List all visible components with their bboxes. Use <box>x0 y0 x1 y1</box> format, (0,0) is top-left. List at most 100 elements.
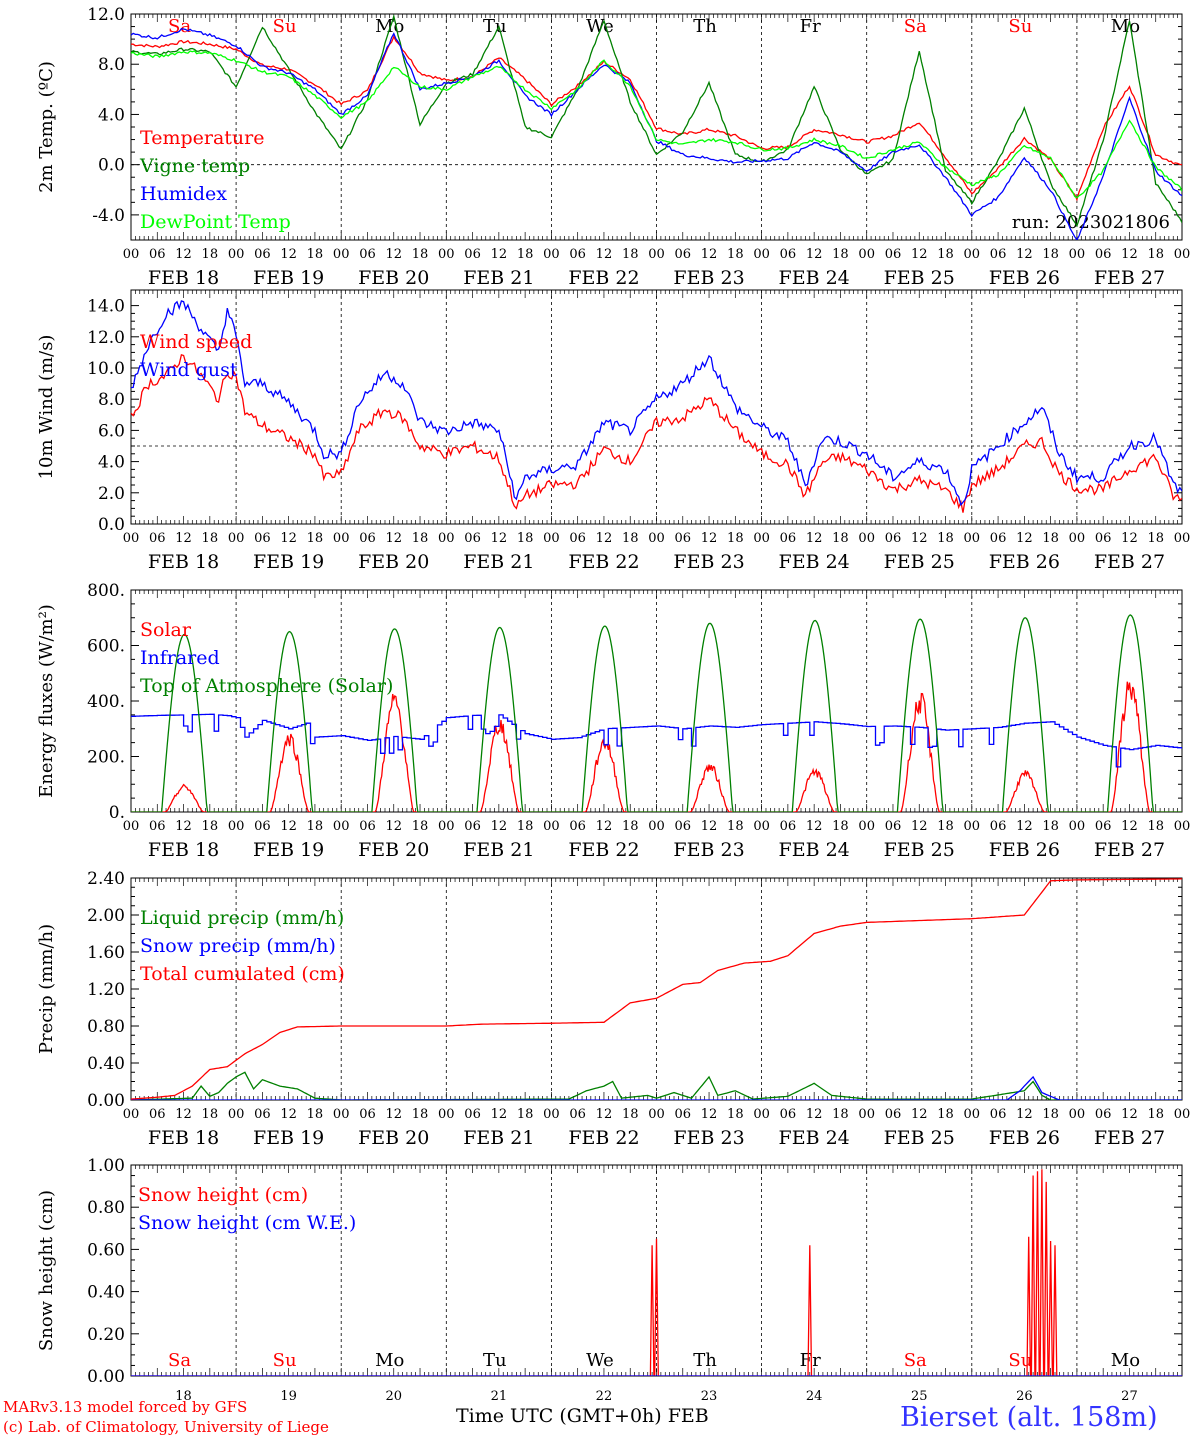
date-label: FEB 26 <box>989 267 1060 289</box>
hour-label: 00 <box>333 247 350 262</box>
legend-entry: Snow height (cm W.E.) <box>138 1212 356 1234</box>
hour-label: 00 <box>228 247 245 262</box>
date-label: FEB 18 <box>148 839 219 861</box>
hour-label: 18 <box>622 247 639 262</box>
hour-label: 06 <box>990 819 1007 834</box>
hour-label: 18 <box>307 1107 324 1122</box>
y-tick-label: 4.0 <box>98 105 125 125</box>
hour-label: 06 <box>464 531 481 546</box>
y-tick-label: 0.00 <box>87 1091 125 1111</box>
panel-4: 0.00 0.40 0.80 1.20 1.60 2.00 2.40 Precip (mm/h… <box>36 869 1190 1149</box>
hour-label: 06 <box>780 1107 797 1122</box>
hour-label: 18 <box>727 247 744 262</box>
date-label: FEB 25 <box>884 267 955 289</box>
hour-label: 00 <box>1069 1107 1086 1122</box>
date-label: FEB 21 <box>463 551 534 573</box>
date-label: FEB 25 <box>884 551 955 573</box>
date-label: FEB 19 <box>253 551 324 573</box>
hour-label: 12 <box>491 819 508 834</box>
run-label: run: 2023021806 <box>1012 212 1170 233</box>
hour-label: 06 <box>780 247 797 262</box>
time-axis-label: Time UTC (GMT+0h) FEB <box>456 1405 709 1427</box>
hour-label: 18 <box>937 819 954 834</box>
hour-label: 12 <box>175 247 192 262</box>
weekday-label: Su <box>1008 1350 1032 1371</box>
hour-label: 06 <box>1095 1107 1112 1122</box>
plot-area <box>131 300 1182 513</box>
hour-label: 06 <box>569 531 586 546</box>
series-line-0 <box>131 353 1182 513</box>
legend-entry: Vigne temp <box>139 155 250 177</box>
day-number-label: 24 <box>806 1389 823 1404</box>
plot-area <box>131 14 1182 240</box>
hour-label: 12 <box>701 247 718 262</box>
hour-label: 18 <box>832 531 849 546</box>
hour-label: 18 <box>307 531 324 546</box>
date-label: FEB 26 <box>989 839 1060 861</box>
hour-label: 18 <box>412 819 429 834</box>
hour-label: 18 <box>937 247 954 262</box>
hour-label: 12 <box>491 531 508 546</box>
date-label: FEB 19 <box>253 267 324 289</box>
weekday-label: Sa <box>904 1350 927 1371</box>
hour-label: 18 <box>412 531 429 546</box>
y-tick-label: 0.40 <box>87 1054 125 1074</box>
hour-label: 00 <box>964 1107 981 1122</box>
hour-label: 00 <box>648 531 665 546</box>
y-tick-label: -4.0 <box>92 206 125 226</box>
y-tick-label: 0.80 <box>87 1198 125 1218</box>
hour-label: 06 <box>675 247 692 262</box>
y-tick-label: 4.0 <box>98 453 125 473</box>
date-label: FEB 21 <box>463 267 534 289</box>
hour-label: 00 <box>543 1107 560 1122</box>
hour-label: 00 <box>753 247 770 262</box>
hour-label: 12 <box>491 1107 508 1122</box>
date-label: FEB 19 <box>253 1127 324 1149</box>
date-label: FEB 25 <box>884 1127 955 1149</box>
hour-label: 00 <box>1174 1107 1191 1122</box>
hour-label: 18 <box>517 1107 534 1122</box>
hour-label: 12 <box>1121 247 1138 262</box>
hour-label: 00 <box>543 247 560 262</box>
day-number-label: 27 <box>1121 1389 1138 1404</box>
hour-label: 06 <box>1095 531 1112 546</box>
y-tick-label: 1.20 <box>87 980 125 1000</box>
hour-label: 12 <box>175 1107 192 1122</box>
hour-label: 06 <box>885 819 902 834</box>
hour-label: 18 <box>1042 531 1059 546</box>
hour-label: 06 <box>885 1107 902 1122</box>
date-label: FEB 18 <box>148 1127 219 1149</box>
hour-label: 12 <box>175 531 192 546</box>
hour-label: 06 <box>359 531 376 546</box>
legend-entry: Wind speed <box>140 331 252 353</box>
series-line-1 <box>131 14 1182 228</box>
y-tick-label: 0.0 <box>98 156 125 176</box>
hour-label: 00 <box>964 531 981 546</box>
hour-label: 18 <box>517 819 534 834</box>
hour-label: 00 <box>753 819 770 834</box>
hour-label: 12 <box>1121 531 1138 546</box>
y-axis-title: Energy fluxes (W/m²) <box>36 604 57 798</box>
hour-label: 00 <box>1174 247 1191 262</box>
hour-label: 18 <box>517 247 534 262</box>
plot-area <box>131 1169 1182 1376</box>
weekday-label: Mo <box>375 16 404 37</box>
hour-label: 00 <box>438 1107 455 1122</box>
hour-label: 18 <box>412 1107 429 1122</box>
hour-label: 12 <box>596 819 613 834</box>
y-tick-label: 0.00 <box>87 1367 125 1387</box>
y-tick-label: 2.40 <box>87 869 125 889</box>
y-tick-label: 8.0 <box>98 55 125 75</box>
date-label: FEB 24 <box>779 839 850 861</box>
hour-label: 00 <box>648 819 665 834</box>
hour-label: 18 <box>727 819 744 834</box>
hour-label: 18 <box>937 1107 954 1122</box>
legend-entry: Snow height (cm) <box>138 1184 308 1206</box>
hour-label: 00 <box>228 819 245 834</box>
hour-label: 18 <box>622 819 639 834</box>
legend-entry: Top of Atmosphere (Solar) <box>140 675 393 697</box>
hour-label: 00 <box>228 531 245 546</box>
hour-label: 00 <box>1174 531 1191 546</box>
hour-label: 00 <box>123 819 140 834</box>
y-axis-title: 10m Wind (m/s) <box>36 335 57 480</box>
